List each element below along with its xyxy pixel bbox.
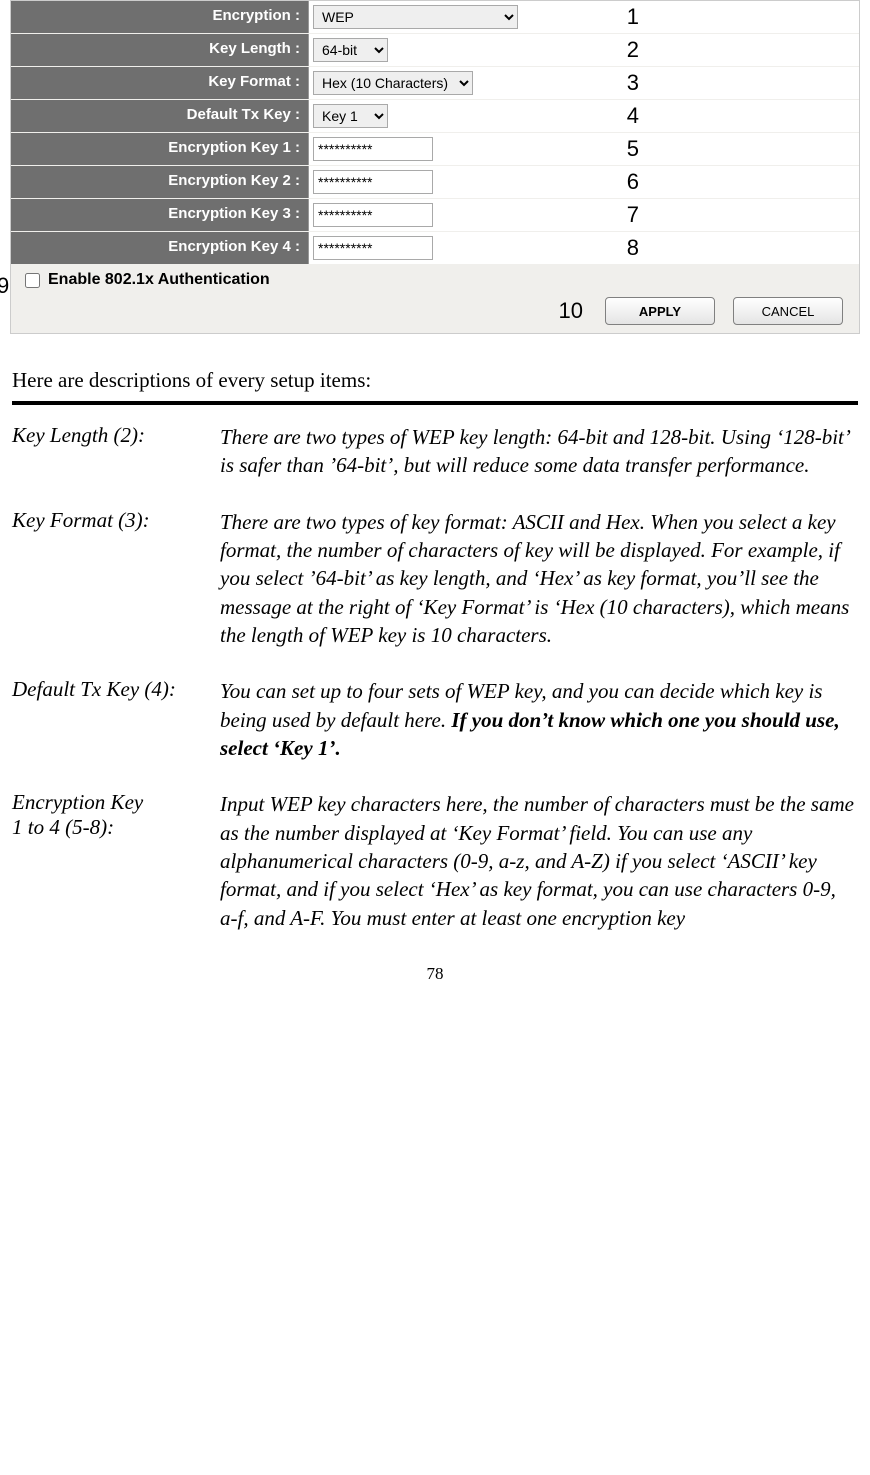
callout-2: 2 [627,37,639,63]
row-auth: Enable 802.1x Authentication [11,265,859,293]
callout-3: 3 [627,70,639,96]
desc-term: Default Tx Key (4): [12,677,220,702]
row-default-tx-key: Default Tx Key : Key 1 4 [11,100,859,132]
desc-body: There are two types of key format: ASCII… [220,508,860,650]
label-key-1: Encryption Key 1 : [14,133,309,165]
field-key-1 [309,133,859,165]
key-3-input[interactable] [313,203,433,227]
page-number: 78 [0,964,870,984]
label-key-2: Encryption Key 2 : [14,166,309,198]
label-encryption: Encryption : [14,1,309,33]
callout-1: 1 [627,4,639,30]
key-format-select[interactable]: Hex (10 Characters) [313,71,473,95]
button-row: 10 APPLY CANCEL [11,293,859,325]
auth-label: Enable 802.1x Authentication [48,271,270,289]
row-encryption: Encryption : WEP 1 [11,1,859,33]
label-key-length: Key Length : [14,34,309,66]
desc-term-line2: 1 to 4 (5-8): [12,815,114,839]
desc-term: Encryption Key 1 to 4 (5-8): [12,790,220,840]
wep-config-panel: 9 Encryption : WEP 1 Key Length : 64-bit… [10,0,860,334]
encryption-select[interactable]: WEP [313,5,518,29]
field-key-4 [309,232,859,264]
desc-body: You can set up to four sets of WEP key, … [220,677,860,762]
field-key-2 [309,166,859,198]
key-length-select[interactable]: 64-bit [313,38,388,62]
callout-7: 7 [627,202,639,228]
row-key-4: Encryption Key 4 : 8 [11,232,859,264]
callout-10: 10 [559,298,583,324]
label-key-3: Encryption Key 3 : [14,199,309,231]
desc-encryption-keys: Encryption Key 1 to 4 (5-8): Input WEP k… [12,790,860,932]
intro-text: Here are descriptions of every setup ite… [12,368,858,393]
callout-9: 9 [0,273,9,299]
label-key-4: Encryption Key 4 : [14,232,309,264]
key-1-input[interactable] [313,137,433,161]
desc-key-length: Key Length (2): There are two types of W… [12,423,860,480]
field-key-length: 64-bit [309,34,859,66]
default-tx-key-select[interactable]: Key 1 [313,104,388,128]
desc-default-tx-key: Default Tx Key (4): You can set up to fo… [12,677,860,762]
row-key-format: Key Format : Hex (10 Characters) 3 [11,67,859,99]
label-key-format: Key Format : [14,67,309,99]
field-key-format: Hex (10 Characters) [309,67,859,99]
desc-body: There are two types of WEP key length: 6… [220,423,860,480]
apply-button[interactable]: APPLY [605,297,715,325]
key-4-input[interactable] [313,236,433,260]
desc-body: Input WEP key characters here, the numbe… [220,790,860,932]
callout-5: 5 [627,136,639,162]
divider [12,401,858,405]
field-default-tx-key: Key 1 [309,100,859,132]
callout-6: 6 [627,169,639,195]
field-encryption: WEP [309,1,859,33]
label-default-tx-key: Default Tx Key : [14,100,309,132]
desc-key-format: Key Format (3): There are two types of k… [12,508,860,650]
row-key-length: Key Length : 64-bit 2 [11,34,859,66]
callout-4: 4 [627,103,639,129]
row-key-3: Encryption Key 3 : 7 [11,199,859,231]
desc-term: Key Format (3): [12,508,220,533]
callout-8: 8 [627,235,639,261]
desc-term-line1: Encryption Key [12,790,143,814]
row-key-1: Encryption Key 1 : 5 [11,133,859,165]
row-key-2: Encryption Key 2 : 6 [11,166,859,198]
key-2-input[interactable] [313,170,433,194]
field-key-3 [309,199,859,231]
auth-checkbox[interactable] [25,273,40,288]
desc-term: Key Length (2): [12,423,220,448]
cancel-button[interactable]: CANCEL [733,297,843,325]
